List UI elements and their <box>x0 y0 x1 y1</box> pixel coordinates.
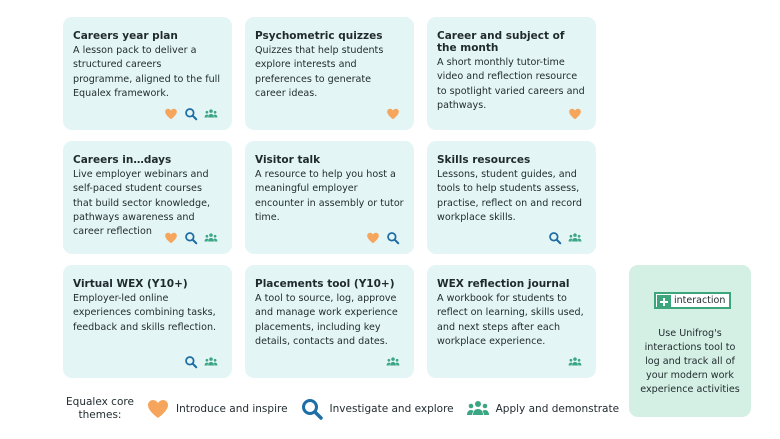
heart-icon <box>387 108 399 120</box>
card-title: Virtual WEX (Y10+) <box>73 278 188 290</box>
card-text: Employer-led online experiences combinin… <box>73 293 217 333</box>
legend-text: Apply and demonstrate <box>495 403 620 415</box>
legend-text: Investigate and explore <box>329 403 454 415</box>
interaction-badge: interaction <box>654 292 732 309</box>
legend-label: Equalex core themes: <box>66 396 134 421</box>
heart-icon <box>367 232 379 244</box>
search-icon <box>549 232 562 245</box>
people-icon <box>204 233 218 242</box>
plus-icon <box>657 295 671 309</box>
card-text: A lesson pack to deliver a structured ca… <box>73 45 220 99</box>
search-icon <box>185 108 198 121</box>
theme-icons <box>164 107 218 121</box>
card-title: Careers year plan <box>73 30 178 42</box>
heart-icon <box>569 108 581 120</box>
card-text: A tool to source, log, approve and manag… <box>255 293 398 347</box>
legend-item: Introduce and inspire <box>146 397 288 421</box>
card-title: Careers in…days <box>73 154 172 166</box>
search-icon <box>185 356 198 369</box>
card: Visitor talk A resource to help you host … <box>245 141 414 254</box>
people-icon <box>204 357 218 366</box>
card: Virtual WEX (Y10+) Employer-led online ex… <box>63 265 232 378</box>
card-text: Lessons, student guides, and tools to he… <box>437 169 583 223</box>
legend-item: Apply and demonstrate <box>466 397 619 421</box>
people-icon <box>386 357 400 366</box>
card: Careers year plan A lesson pack to delive… <box>63 17 232 130</box>
theme-icons <box>184 355 218 369</box>
people-icon <box>204 109 218 118</box>
card: Career and subject of the month A short m… <box>427 17 596 130</box>
legend-text: Introduce and inspire <box>176 403 288 415</box>
card-title: Skills resources <box>437 154 531 166</box>
card-text: A resource to help you host a meaningful… <box>255 169 404 223</box>
card-title: Visitor talk <box>255 154 321 166</box>
card-text: A workbook for students to reflect on le… <box>437 293 584 347</box>
card-title: WEX reflection journal <box>437 278 570 290</box>
card: Skills resources Lessons, student guides,… <box>427 141 596 254</box>
theme-icons <box>386 107 400 121</box>
side-panel: interaction Use Unifrog's interactions t… <box>629 265 751 417</box>
search-icon <box>301 399 323 420</box>
people-icon <box>568 357 582 366</box>
theme-icons <box>386 355 400 369</box>
card: Careers in…days Live employer webinars an… <box>63 141 232 254</box>
theme-icons <box>164 231 218 245</box>
people-icon <box>466 401 489 415</box>
heart-icon <box>148 400 168 418</box>
card-title: Placements tool (Y10+) <box>255 278 395 290</box>
search-icon <box>387 232 400 245</box>
theme-icons <box>568 107 582 121</box>
heart-icon <box>165 108 177 120</box>
search-icon <box>185 232 198 245</box>
heart-icon <box>165 232 177 244</box>
card-text: A short monthly tutor-time video and ref… <box>437 57 585 111</box>
theme-icons <box>366 231 400 245</box>
card: Placements tool (Y10+) A tool to source, … <box>245 265 414 378</box>
badge-text: interaction <box>674 295 726 306</box>
people-icon <box>568 233 582 242</box>
card: Psychometric quizzes Quizzes that help st… <box>245 17 414 130</box>
side-text: Use Unifrog's interactions tool to log a… <box>640 328 740 395</box>
card-text: Live employer webinars and self-paced st… <box>73 169 211 238</box>
card: WEX reflection journal A workbook for stu… <box>427 265 596 378</box>
card-title: Psychometric quizzes <box>255 30 383 42</box>
legend-item: Investigate and explore <box>300 397 454 421</box>
theme-icons <box>548 231 582 245</box>
theme-icons <box>568 355 582 369</box>
card-text: Quizzes that help students explore inter… <box>255 45 384 99</box>
card-title: Career and subject of the month <box>437 30 565 54</box>
legend: Equalex core themes: Introduce and inspi… <box>60 394 631 424</box>
